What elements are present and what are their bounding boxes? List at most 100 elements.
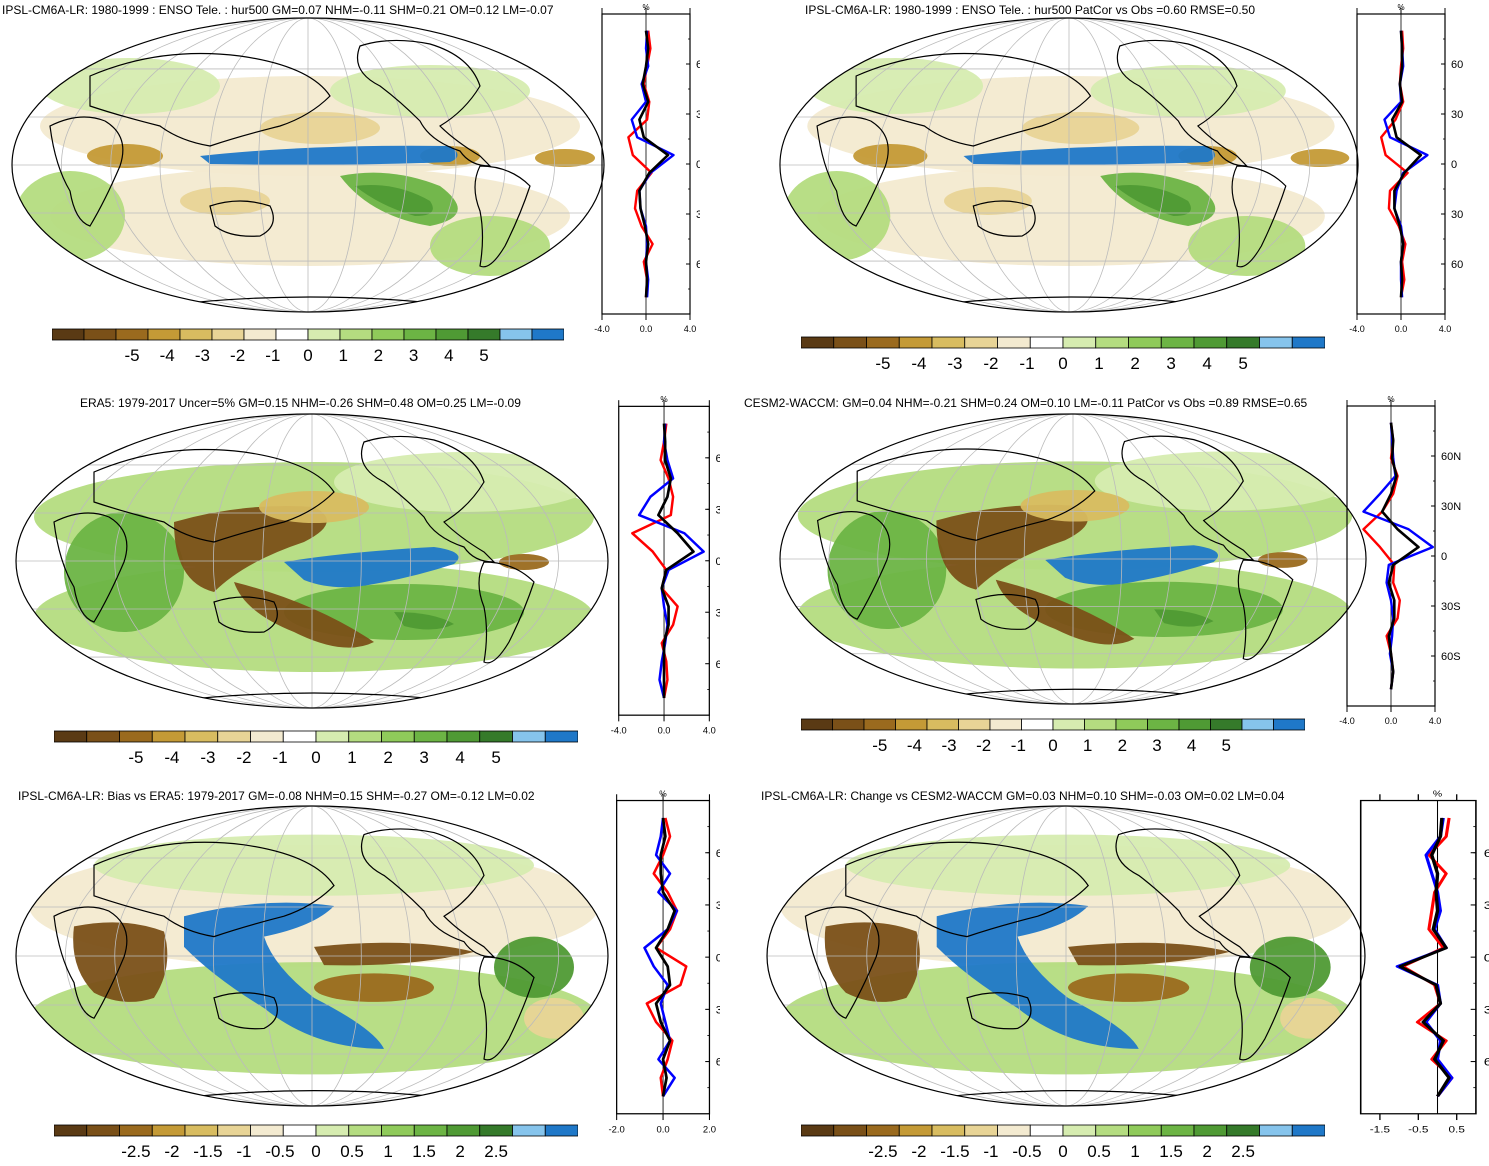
- anomaly-shade: [1188, 216, 1306, 276]
- coastline: [1116, 39, 1249, 167]
- map-field: [16, 806, 608, 1106]
- zonal-x-label: 2.0: [703, 1125, 716, 1136]
- zonal-unit: %: [659, 788, 667, 798]
- graticule-lon: [159, 18, 309, 312]
- colorbar: -5 -4 -3 -2 -1 0 1 2 3 4 5: [801, 718, 1305, 760]
- map-field: [16, 414, 608, 708]
- graticule-lon: [1068, 18, 1118, 312]
- anomaly-shade: [94, 834, 534, 896]
- zonal-mean-plot: % 60N 30N 0 30S 60S -4.0 0.0 4.0: [611, 395, 720, 736]
- zonal-lat-label: 60: [1451, 59, 1463, 71]
- colorbar-swatch: [866, 1124, 900, 1137]
- colorbar-label: -0.5: [265, 1142, 295, 1161]
- coastline: [1121, 435, 1255, 561]
- colorbar-swatch: [307, 328, 341, 341]
- colorbar-swatches: [801, 336, 1325, 349]
- colorbar-label: 5: [1221, 736, 1231, 755]
- map-border: [779, 413, 1367, 705]
- colorbar-label: -3: [947, 354, 963, 373]
- colorbar-label: 1.5: [1159, 1142, 1183, 1161]
- graticule-lon: [311, 414, 560, 708]
- anomaly-shade: [73, 922, 168, 1002]
- anomaly-shade: [260, 112, 380, 144]
- colorbar: -5 -4 -3 -2 -1 0 1 2 3 4 5: [52, 328, 564, 370]
- colorbar-swatch: [1259, 1124, 1293, 1137]
- zonal-x-label: -0.5: [1408, 1125, 1428, 1136]
- colorbar-label: 5: [1238, 354, 1248, 373]
- colorbar-label: 4: [444, 346, 454, 365]
- colorbar-swatch: [315, 1124, 350, 1137]
- zonal-x-label: -4.0: [611, 726, 627, 736]
- graticule-lon: [877, 413, 1074, 705]
- colorbar-label: 3: [1152, 736, 1162, 755]
- zonal-line-black: [1398, 817, 1451, 1097]
- colorbar-swatch: [1178, 718, 1211, 731]
- zonal-mean-plot: % 60N 30N 0 30S 60S -2.0 0.0 2.0: [608, 788, 720, 1136]
- zonal-lat-label: 60: [1484, 1055, 1489, 1068]
- anomaly-shade: [1290, 149, 1350, 167]
- anomaly-shade: [1094, 451, 1353, 511]
- colorbar-label: -1.5: [193, 1142, 223, 1161]
- coastline: [804, 906, 880, 1019]
- colorbar-label: -3: [194, 346, 210, 365]
- panel-title: IPSL-CM6A-LR: 1980-1999 : ENSO Tele. : h…: [2, 3, 554, 17]
- colorbar-swatch: [833, 1124, 867, 1137]
- colorbar-swatch: [1226, 1124, 1260, 1137]
- anomaly-shade: [334, 452, 594, 512]
- zonal-line-red: [1380, 30, 1409, 298]
- colorbar-swatch: [1052, 718, 1085, 731]
- colorbar-swatch: [544, 730, 578, 743]
- zonal-unit: %: [642, 3, 649, 12]
- colorbar-swatch: [499, 328, 533, 341]
- graticule-lon: [311, 806, 412, 1106]
- graticule-lon: [311, 414, 461, 708]
- zonal-x-label: 0.0: [1385, 716, 1398, 726]
- graticule-lon: [1065, 806, 1266, 1106]
- colorbar-swatches: [801, 1124, 1325, 1137]
- colorbar-swatch: [371, 328, 405, 341]
- zonal-lat-label: 30: [1484, 899, 1489, 912]
- coastline: [816, 511, 891, 620]
- colorbar-swatch: [898, 336, 933, 349]
- zonal-lat-label: 30: [1451, 209, 1463, 221]
- colorbar-swatch: [544, 1124, 578, 1137]
- colorbar-swatch: [997, 336, 1031, 349]
- colorbar-label: -2: [236, 748, 252, 767]
- coastlines: [816, 435, 1294, 699]
- graticule-lon: [816, 806, 1067, 1106]
- colorbar-swatch: [1193, 1124, 1228, 1137]
- colorbar: -2.5 -2 -1.5 -1 -0.5 0 0.5 1 1.5 2 2.5: [801, 1124, 1325, 1161]
- colorbar-label: 5: [491, 748, 501, 767]
- colorbar-label: -2: [983, 354, 999, 373]
- world-map: [15, 413, 609, 709]
- colorbar-label: 0: [1058, 354, 1068, 373]
- colorbar-swatches: [801, 718, 1305, 731]
- colorbar-swatch: [54, 730, 88, 743]
- colorbar-swatch: [467, 328, 501, 341]
- map-border: [15, 413, 609, 709]
- zonal-x-label: -4.0: [594, 324, 610, 334]
- colorbar-label: 1.5: [412, 1142, 436, 1161]
- colorbar-swatch: [348, 1124, 382, 1137]
- colorbar-swatch: [413, 730, 448, 743]
- colorbar-label: 0: [311, 1142, 321, 1161]
- colorbar-label: 2.5: [1231, 1142, 1255, 1161]
- zonal-lat-label: 0: [716, 952, 720, 964]
- colorbar-label: 1: [1082, 736, 1093, 755]
- zonal-lat-label: 60S: [696, 259, 700, 271]
- zonal-line-blue: [1383, 30, 1429, 298]
- anomaly-shade: [234, 582, 374, 648]
- colorbar-swatch: [435, 328, 469, 341]
- zonal-x-label: 0.0: [658, 726, 671, 736]
- colorbar-label: 2: [383, 748, 393, 767]
- colorbar-swatch: [1128, 1124, 1162, 1137]
- zonal-lat-label: 30S: [696, 209, 700, 221]
- zonal-unit: %: [1433, 789, 1443, 799]
- colorbar-label: -2.5: [868, 1142, 898, 1161]
- colorbar-label: -1: [236, 1142, 252, 1161]
- graticule-lon: [212, 414, 313, 708]
- colorbar-swatch: [898, 1124, 933, 1137]
- zonal-x-label: 0.0: [640, 324, 653, 334]
- colorbar-swatch: [115, 328, 149, 341]
- anomaly-shade: [936, 902, 1139, 1049]
